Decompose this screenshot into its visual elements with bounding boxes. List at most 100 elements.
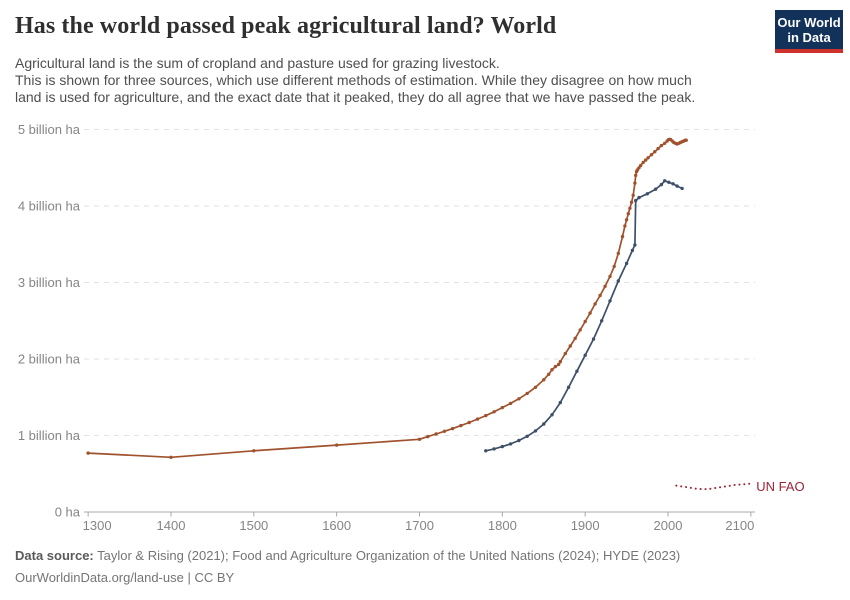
series-hyde-2023-marker [450, 426, 455, 431]
series-hyde-2023-marker [557, 362, 561, 367]
series-hyde-2023-marker [634, 173, 638, 178]
series-taylor-rising-2021-marker [630, 248, 635, 253]
series-taylor-rising-2021-marker [680, 186, 684, 191]
series-taylor-rising-2021-marker [645, 192, 649, 196]
series-hyde-2023-marker [434, 432, 438, 436]
series-hyde-2023-marker [542, 378, 546, 382]
series-hyde-2023-marker [620, 234, 625, 239]
series-hyde-2023-marker [335, 443, 339, 447]
series-taylor-rising-2021-marker [517, 438, 521, 443]
series-taylor-rising-2021-marker [508, 442, 513, 446]
subtitle-line: land is used for agriculture, and the ex… [15, 89, 696, 105]
series-hyde-2023-marker [623, 224, 627, 228]
series-taylor-rising-2021-marker [525, 434, 529, 438]
subtitle-line: This is shown for three sources, which u… [15, 72, 692, 88]
series-taylor-rising-2021-marker [542, 422, 546, 426]
series-hyde-2023-marker [467, 420, 471, 425]
series-taylor-rising-2021-marker [591, 337, 596, 341]
series-hyde-2023-marker [641, 160, 645, 165]
series-hyde-2023-marker [583, 319, 587, 324]
series-taylor-rising-2021-marker [634, 198, 638, 203]
series-hyde-2023-marker [659, 143, 664, 148]
chart-subtitle: Agricultural land is the sum of cropland… [15, 55, 695, 106]
owid-logo-line2: in Data [787, 29, 831, 45]
x-axis-label: 2000 [654, 518, 683, 533]
series-taylor-rising-2021-marker [653, 187, 658, 191]
series-hyde-2023-marker [550, 368, 554, 372]
series-taylor-rising-2021-marker [566, 385, 571, 389]
data-source-text: Taylor & Rising (2021); Food and Agricul… [93, 548, 681, 563]
series-hyde-2023-line[interactable] [87, 138, 688, 459]
series-hyde-2023-marker [553, 364, 558, 369]
chart-title: Has the world passed peak agricultural l… [15, 13, 557, 39]
series-taylor-rising-2021-marker [616, 279, 620, 283]
series-hyde-2023-marker [417, 437, 422, 441]
series-hyde-2023-marker [628, 206, 632, 210]
series-taylor-rising-2021-marker [675, 184, 679, 188]
series-taylor-rising-2021-marker [583, 353, 587, 357]
series-taylor-rising-2021-marker [624, 261, 629, 266]
series-taylor-rising-2021-line[interactable] [484, 179, 683, 452]
series-taylor-rising-2021-marker [550, 413, 554, 417]
series-hyde-2023-marker [598, 293, 602, 298]
series-hyde-2023-marker [252, 449, 256, 453]
y-axis-label: 1 billion ha [18, 428, 81, 443]
series-hyde-2023-marker [563, 351, 567, 356]
x-axis-label: 1600 [322, 518, 351, 533]
series-taylor-rising-2021-marker [484, 449, 488, 453]
series-taylor-rising-2021-marker [558, 400, 562, 405]
series-hyde-2023-marker [568, 344, 572, 348]
series-hyde-2023-marker [684, 138, 688, 142]
x-axis-label: 1900 [571, 518, 600, 533]
series-taylor-rising-2021-marker [667, 180, 671, 184]
series-hyde-2023-marker [573, 336, 577, 340]
series-taylor-rising-2021-marker [659, 182, 664, 187]
series-hyde-2023-marker [612, 264, 616, 269]
series-hyde-2023-marker [517, 397, 521, 401]
series-hyde-2023-marker [626, 212, 630, 216]
series-hyde-2023-marker [644, 158, 648, 162]
series-hyde-2023-marker [442, 429, 447, 433]
x-axis-label: 1400 [157, 518, 186, 533]
series-taylor-rising-2021-marker [492, 447, 496, 451]
series-hyde-2023-marker [629, 200, 634, 204]
y-axis-label: 0 ha [55, 505, 81, 520]
series-hyde-2023-marker [500, 405, 504, 410]
x-axis-label: 1500 [239, 518, 268, 533]
x-axis-label: 1700 [405, 518, 434, 533]
series-taylor-rising-2021-marker [600, 319, 604, 323]
x-axis-label: 2100 [725, 518, 754, 533]
series-hyde-2023-marker [86, 451, 90, 455]
y-axis-label: 5 billion ha [18, 122, 81, 137]
series-taylor-rising-2021-marker [575, 369, 579, 373]
series-hyde-2023-marker [426, 434, 430, 439]
series-taylor-rising-2021-marker [533, 429, 538, 433]
data-source-label: Data source: [15, 548, 94, 563]
series-hyde-2023-marker [475, 417, 480, 421]
series-hyde-2023-marker [508, 401, 513, 406]
series-hyde-2023-marker [639, 163, 643, 168]
series-hyde-2023-marker [459, 423, 463, 428]
x-axis-label: 1300 [83, 518, 112, 533]
series-hyde-2023-marker [663, 141, 667, 145]
series-hyde-2023-marker [616, 251, 620, 256]
y-axis-label: 4 billion ha [18, 199, 81, 214]
series-un-fao-line[interactable] [675, 482, 751, 491]
series-hyde-2023-marker [578, 328, 582, 332]
x-axis-label: 1800 [488, 518, 517, 533]
series-hyde-2023-marker [624, 218, 629, 222]
owid-logo[interactable]: Our World in Data [775, 10, 843, 53]
series-taylor-rising-2021-marker [500, 444, 504, 449]
series-hyde-2023-marker [631, 193, 635, 197]
series-hyde-2023-marker [588, 311, 592, 315]
owid-logo-line1: Our World [777, 14, 841, 30]
series-hyde-2023-marker [169, 455, 173, 459]
series-hyde-2023-marker [656, 146, 660, 151]
series-hyde-2023-marker [558, 360, 562, 364]
series-label-un-fao[interactable]: UN FAO [756, 479, 804, 494]
series-hyde-2023-marker [653, 150, 657, 154]
series-hyde-2023-marker [547, 372, 551, 376]
series-hyde-2023-marker [633, 181, 637, 185]
